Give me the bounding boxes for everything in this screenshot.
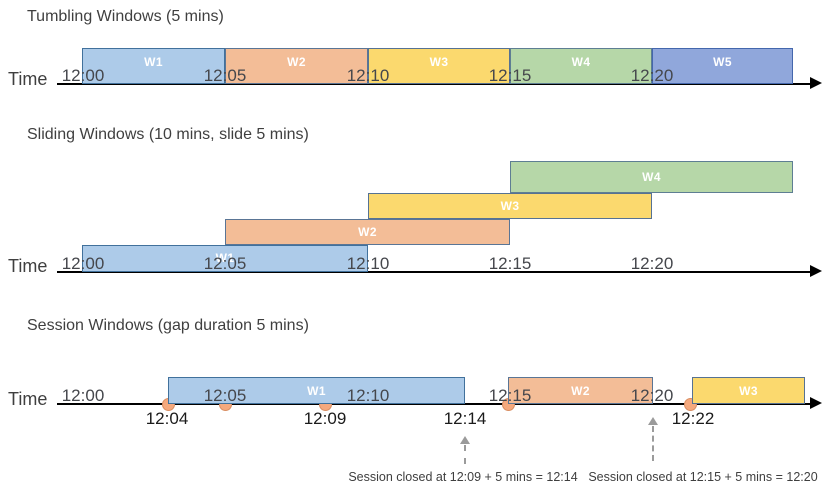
tick-label: 12:05 (203, 254, 247, 273)
session-time-axis-label: Time (8, 389, 48, 409)
window-label: W2 (287, 55, 306, 69)
session-close-caption: Session closed at 12:09 + 5 mins = 12:14 (348, 470, 578, 484)
tick-label: 12:00 (61, 254, 105, 273)
tumbling-window-w3: W3 (368, 48, 510, 84)
tick-label: 12:00 (61, 386, 105, 405)
sliding-section-title: Sliding Windows (10 mins, slide 5 mins) (27, 126, 309, 143)
tick-label: 12:20 (630, 254, 674, 273)
event-time-label: 12:04 (145, 409, 189, 428)
tumbling-window-w2: W2 (225, 48, 368, 84)
event-time-label: 12:14 (443, 409, 487, 428)
sliding-time-axis-label: Time (8, 256, 48, 276)
window-label: W1 (307, 383, 326, 398)
session-section-title: Session Windows (gap duration 5 mins) (27, 317, 309, 334)
tick-label: 12:10 (346, 66, 390, 85)
session-close-caption: Session closed at 12:15 + 5 mins = 12:20 (588, 470, 818, 484)
sliding-window-w4: W4 (510, 161, 793, 193)
window-label: W3 (429, 55, 449, 69)
window-label: W4 (642, 170, 661, 184)
sliding-window-w1: W1 (82, 245, 368, 272)
session-close-arrow-icon (648, 417, 658, 425)
tumbling-section-title: Tumbling Windows (5 mins) (27, 8, 224, 25)
tick-label: 12:10 (346, 386, 390, 405)
session-close-arrow-icon (460, 436, 470, 444)
session-window-w3: W3 (692, 377, 805, 404)
window-label: W2 (571, 383, 590, 398)
tumbling-time-axis-label: Time (8, 69, 48, 89)
tick-label: 12:15 (488, 66, 532, 85)
tick-label: 12:10 (346, 254, 390, 273)
sliding-timeline-arrowhead-icon (810, 265, 822, 277)
sliding-window-w3: W3 (368, 193, 652, 219)
tick-label: 12:15 (488, 386, 532, 405)
tumbling-window-w5: W5 (652, 48, 793, 84)
session-timeline-arrowhead-icon (810, 397, 822, 409)
tick-label: 12:20 (630, 66, 674, 85)
window-label: W3 (739, 383, 758, 398)
window-label: W1 (215, 251, 235, 266)
session-window-w2: W2 (508, 377, 653, 404)
sliding-timeline (57, 270, 812, 273)
window-label: W4 (571, 55, 591, 69)
tumbling-window-w1: W1 (82, 48, 225, 84)
session-close-arrow-line (652, 426, 654, 461)
tumbling-window-w4: W4 (510, 48, 652, 84)
tick-label: 12:15 (488, 254, 532, 273)
tick-label: 12:00 (61, 66, 105, 85)
tick-label: 12:05 (203, 66, 247, 85)
tumbling-timeline-arrowhead-icon (810, 77, 822, 89)
window-label: W2 (358, 225, 377, 239)
window-label: W5 (713, 55, 732, 69)
window-label: W3 (500, 199, 520, 213)
event-time-label: 12:22 (671, 409, 715, 428)
session-window-w1: W1 (168, 377, 465, 404)
tick-label: 12:20 (630, 386, 674, 405)
window-label: W1 (144, 55, 163, 69)
event-time-label: 12:09 (303, 409, 347, 428)
session-close-arrow-line (464, 445, 466, 464)
tick-label: 12:05 (203, 386, 247, 405)
sliding-window-w2: W2 (225, 219, 510, 245)
